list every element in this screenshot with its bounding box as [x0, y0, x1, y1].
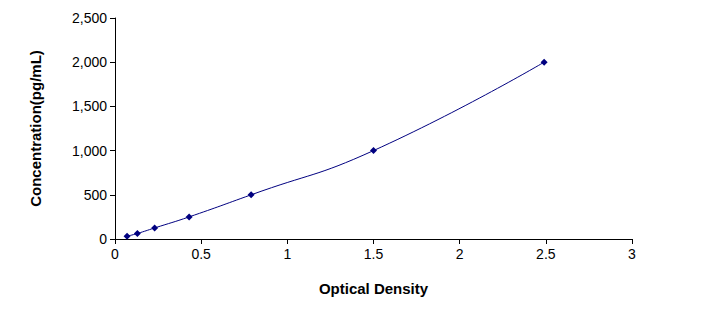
- svg-text:1,500: 1,500: [72, 98, 107, 114]
- svg-text:0: 0: [99, 231, 107, 247]
- svg-text:1.5: 1.5: [364, 246, 384, 262]
- svg-text:Optical Density: Optical Density: [319, 280, 429, 297]
- svg-text:0: 0: [111, 246, 119, 262]
- svg-text:1,000: 1,000: [72, 143, 107, 159]
- svg-text:2,500: 2,500: [72, 10, 107, 26]
- svg-text:500: 500: [84, 187, 108, 203]
- svg-text:2.5: 2.5: [536, 246, 556, 262]
- svg-text:1: 1: [283, 246, 291, 262]
- svg-text:0.5: 0.5: [191, 246, 211, 262]
- svg-text:3: 3: [628, 246, 636, 262]
- svg-text:Concentration(pg/mL): Concentration(pg/mL): [27, 50, 44, 207]
- svg-text:2: 2: [456, 246, 464, 262]
- svg-text:2,000: 2,000: [72, 54, 107, 70]
